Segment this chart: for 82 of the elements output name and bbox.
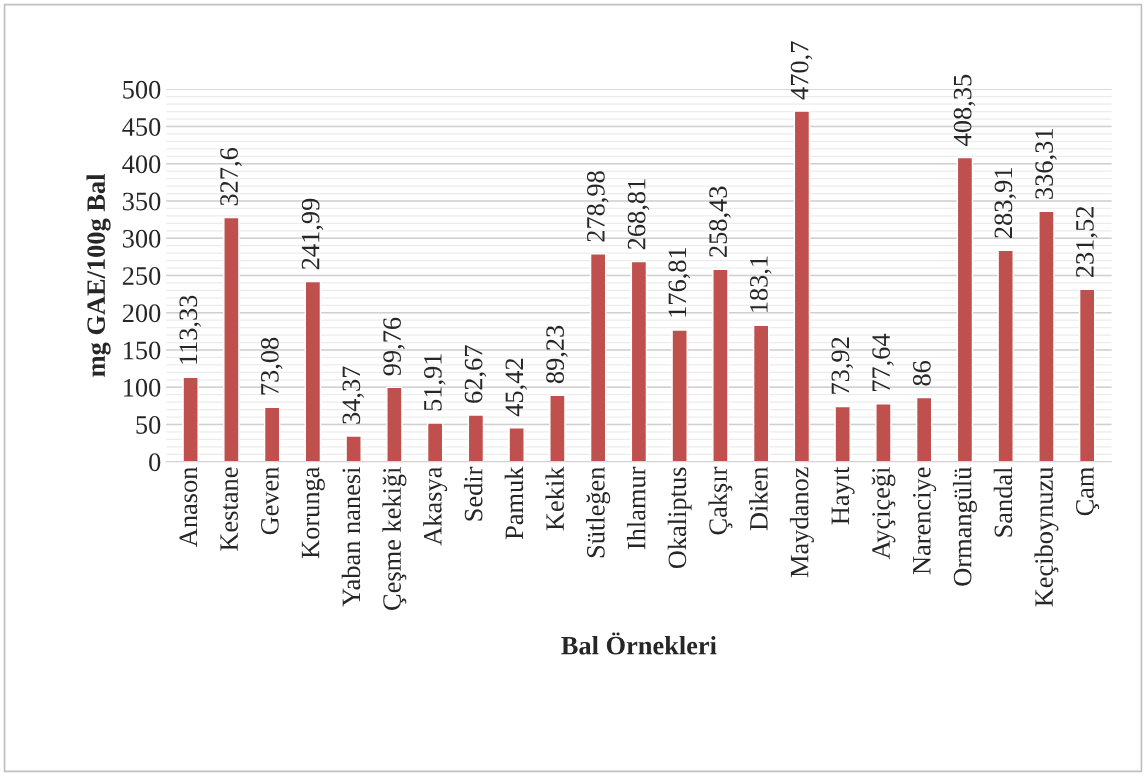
x-tick-label: Keçiboynuzu [1034, 467, 1059, 607]
data-label: 51,91 [424, 354, 446, 411]
x-tick-label: Sütleğen [586, 466, 611, 558]
bar [304, 280, 322, 462]
bar [223, 216, 240, 462]
bar [345, 435, 362, 462]
bar [752, 324, 770, 462]
x-tick-label: Hayıt [831, 466, 855, 525]
data-label: 176,81 [668, 247, 691, 317]
x-tick-label: Diken [749, 466, 768, 531]
x-tick-label: Okaliptus [667, 467, 692, 569]
bar [549, 394, 566, 462]
data-label: 86 [912, 360, 931, 386]
x-tick-label: Akasya [423, 466, 448, 546]
y-tick-label: 0 [149, 453, 161, 472]
data-label: 470,7 [790, 41, 813, 100]
x-tick-label: Korunga [301, 466, 325, 559]
x-tick-label: Kekik [545, 466, 564, 531]
x-tick-label: Ayçiçeği [871, 467, 896, 560]
y-tick-label: 200 [122, 304, 161, 323]
bar [834, 405, 851, 462]
x-tick-label: Çakşır [708, 466, 733, 535]
bar [671, 329, 688, 462]
bar [182, 376, 199, 462]
bar [875, 403, 892, 462]
data-label: 113,33 [179, 295, 202, 364]
bar [956, 156, 974, 462]
data-label: 77,64 [872, 333, 894, 392]
data-label: 183,1 [749, 256, 772, 312]
data-label: 99,76 [383, 317, 405, 376]
y-tick-label: 300 [122, 229, 161, 248]
y-tick-label: 500 [123, 80, 161, 99]
data-label: 241,99 [301, 198, 324, 270]
y-tick-label: 50 [136, 416, 161, 434]
data-label: 34,37 [342, 366, 365, 424]
bar [630, 260, 648, 462]
y-tick-label: 450 [122, 118, 161, 136]
data-label: 336,31 [1035, 129, 1057, 199]
data-label: 45,42 [505, 358, 528, 417]
data-label: 327,6 [220, 147, 242, 206]
bar [793, 110, 811, 462]
bar [712, 268, 729, 462]
data-label: 268,81 [627, 179, 650, 250]
x-tick-label: Sedir [463, 466, 483, 521]
y-tick-label: 400 [122, 155, 161, 174]
y-tick-label: 250 [122, 267, 161, 285]
y-tick-label: 150 [124, 341, 161, 360]
bar [263, 406, 281, 462]
x-tick-label: Maydanoz [789, 467, 814, 578]
x-tick-label: Yaban nanesi [341, 467, 361, 607]
bar [589, 253, 607, 462]
x-tick-label: Sandal [993, 467, 1013, 537]
data-label: 89,23 [546, 325, 568, 384]
data-label: 231,52 [1076, 207, 1098, 277]
bar [1078, 288, 1096, 462]
x-tick-label: Ihlamur [626, 466, 646, 550]
data-label: 258,43 [709, 186, 731, 257]
data-label: 73,92 [831, 337, 854, 394]
x-tick-label: Kestane [220, 467, 238, 551]
x-axis-title: Bal Örnekleri [561, 632, 717, 655]
bar [915, 396, 933, 462]
y-tick-label: 350 [122, 192, 161, 211]
y-tick-label: 100 [124, 378, 161, 397]
x-tick-label: Çam [1076, 467, 1100, 516]
bar [386, 386, 403, 462]
x-tick-label: Ormangülü [952, 467, 977, 586]
x-tick-label: Geven [261, 466, 279, 535]
x-tick-label: Çeşme kekiği [382, 467, 407, 610]
bar [997, 249, 1014, 462]
x-tick-label: Anason [179, 466, 198, 547]
data-label: 408,35 [953, 74, 976, 146]
y-axis-title: mg GAE/100g Bal [86, 174, 111, 377]
x-tick-label: Narenciye [912, 467, 937, 575]
x-tick-label: Pamuk [504, 466, 524, 540]
data-label: 278,98 [586, 171, 609, 242]
bar [467, 414, 485, 462]
data-label: 73,08 [260, 337, 283, 395]
bar [508, 427, 525, 462]
data-label: 283,91 [994, 168, 1017, 238]
bar [426, 422, 444, 462]
data-label: 62,67 [464, 345, 487, 403]
bar [1038, 210, 1055, 462]
